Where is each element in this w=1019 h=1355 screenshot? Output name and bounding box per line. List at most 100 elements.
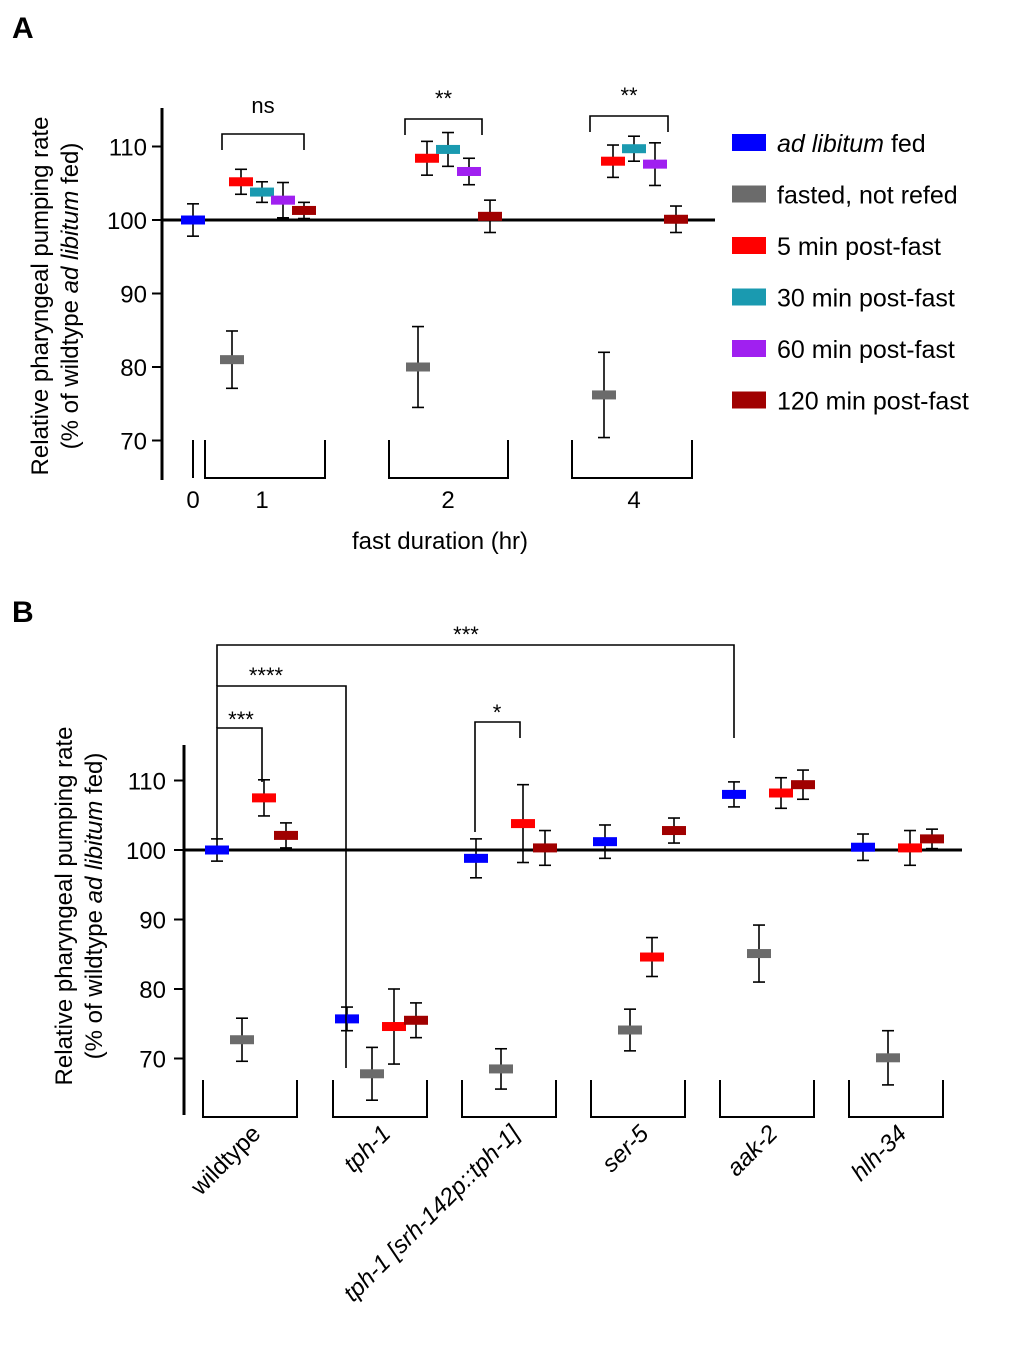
group-bracket bbox=[332, 1080, 428, 1118]
data-point bbox=[664, 214, 688, 224]
data-point bbox=[643, 159, 667, 169]
panel-letter-b: B bbox=[12, 596, 34, 629]
data-point bbox=[640, 952, 664, 962]
legend-label-text: 120 min post-fast bbox=[777, 388, 969, 416]
data-point bbox=[360, 1069, 384, 1079]
y-tick-label: 90 bbox=[120, 282, 147, 309]
data-point bbox=[489, 1064, 513, 1074]
legend-label-text: fed bbox=[884, 130, 926, 158]
group-bracket bbox=[388, 440, 509, 479]
legend-label: ad libitum fed bbox=[777, 130, 926, 158]
legend-label-text: 60 min post-fast bbox=[777, 336, 955, 364]
panel-a: A 70 80 90 100 110 Relative pharyngeal pumping… bbox=[12, 12, 969, 555]
data-point bbox=[220, 355, 244, 365]
data-point bbox=[464, 853, 488, 863]
significance-label: * bbox=[493, 700, 502, 725]
data-point bbox=[250, 187, 274, 197]
data-point bbox=[415, 153, 439, 163]
data-point bbox=[618, 1025, 642, 1035]
y-tick-label: 110 bbox=[128, 769, 166, 796]
legend-label: 60 min post-fast bbox=[777, 336, 955, 364]
data-point bbox=[769, 788, 793, 798]
legend-label-text: ad libitum bbox=[777, 130, 884, 158]
significance-label: ** bbox=[435, 86, 453, 111]
significance-label: *** bbox=[228, 707, 254, 732]
significance-bracket bbox=[216, 685, 347, 1068]
y-axis-label-line2: (% of wildtype ad libitum fed) bbox=[57, 143, 84, 450]
x-tick-label: 4 bbox=[627, 487, 640, 514]
significance-bracket bbox=[404, 118, 483, 135]
y-axis-label-text: ad libitum bbox=[81, 801, 108, 904]
data-point bbox=[533, 843, 557, 853]
legend-swatch bbox=[732, 134, 766, 151]
y-tick-label: 100 bbox=[126, 838, 166, 865]
group-bracket bbox=[204, 440, 326, 479]
legend-label: fasted, not refed bbox=[777, 182, 958, 210]
y-axis-label-text: fed) bbox=[57, 143, 84, 191]
group-bracket bbox=[848, 1080, 944, 1118]
data-point bbox=[181, 215, 205, 225]
x-tick-label: 1 bbox=[255, 487, 268, 514]
legend-swatch bbox=[732, 391, 766, 409]
data-point bbox=[457, 166, 481, 176]
significance-bracket bbox=[216, 644, 735, 738]
y-tick-label: 80 bbox=[139, 977, 166, 1004]
data-point bbox=[898, 843, 922, 853]
x-tick-label: 0 bbox=[186, 487, 199, 514]
data-point bbox=[920, 834, 944, 844]
data-point bbox=[292, 205, 316, 215]
data-point bbox=[404, 1015, 428, 1025]
data-point bbox=[791, 780, 815, 790]
significance-bracket bbox=[216, 727, 263, 840]
y-tick-label: 80 bbox=[120, 355, 147, 382]
group-bracket bbox=[590, 1080, 686, 1118]
data-point bbox=[593, 837, 617, 847]
data-point bbox=[271, 195, 295, 205]
data-point bbox=[601, 156, 625, 166]
y-axis-label-text: (% of wildtype bbox=[81, 903, 108, 1059]
y-tick-label: 70 bbox=[120, 429, 147, 456]
legend-label: 5 min post-fast bbox=[777, 233, 941, 261]
y-axis-label-line2: (% of wildtype ad libitum fed) bbox=[81, 753, 108, 1060]
x-tick-label: wildtype bbox=[185, 1120, 266, 1201]
data-point bbox=[436, 144, 460, 154]
panel-b: B 70 80 90 100 110 Relative pharyngeal pumping… bbox=[12, 596, 962, 1307]
y-axis-label: Relative pharyngeal pumping rate (% of wi… bbox=[27, 117, 84, 476]
significance-label: ** bbox=[620, 83, 638, 108]
data-point bbox=[230, 1035, 254, 1045]
data-point bbox=[851, 842, 875, 852]
y-axis-label-line1: Relative pharyngeal pumping rate bbox=[27, 117, 54, 476]
legend-swatch bbox=[732, 288, 766, 306]
y-tick-label: 90 bbox=[139, 908, 166, 935]
data-point bbox=[229, 177, 253, 187]
data-point bbox=[478, 211, 502, 221]
data-point bbox=[274, 830, 298, 840]
data-point bbox=[747, 949, 771, 959]
group-bracket bbox=[461, 1080, 557, 1118]
data-point bbox=[382, 1022, 406, 1032]
y-tick-label: 110 bbox=[109, 135, 147, 162]
y-tick-label: 100 bbox=[107, 208, 147, 235]
data-point bbox=[335, 1014, 359, 1024]
y-axis-label-text: (% of wildtype bbox=[57, 293, 84, 449]
significance-label: *** bbox=[453, 622, 479, 647]
significance-bracket bbox=[589, 115, 669, 132]
significance-label: **** bbox=[249, 663, 284, 688]
y-axis-label: Relative pharyngeal pumping rate (% of wi… bbox=[51, 727, 108, 1086]
significance-label: ns bbox=[251, 93, 274, 118]
y-axis-label-text: fed) bbox=[81, 753, 108, 801]
data-point bbox=[722, 789, 746, 799]
y-tick-label: 70 bbox=[139, 1047, 166, 1074]
y-axis-label-text: ad libitum bbox=[57, 191, 84, 294]
significance-bracket bbox=[474, 721, 521, 832]
legend-swatch bbox=[732, 340, 766, 357]
legend-label-text: fasted, not refed bbox=[777, 182, 958, 210]
legend-swatch bbox=[732, 237, 766, 254]
data-point bbox=[592, 390, 616, 400]
data-point bbox=[406, 362, 430, 372]
significance-bracket bbox=[221, 133, 305, 150]
data-point bbox=[252, 793, 276, 803]
data-point bbox=[511, 819, 535, 829]
group-bracket bbox=[202, 1080, 298, 1118]
x-tick-label: tph-1 bbox=[338, 1120, 396, 1178]
